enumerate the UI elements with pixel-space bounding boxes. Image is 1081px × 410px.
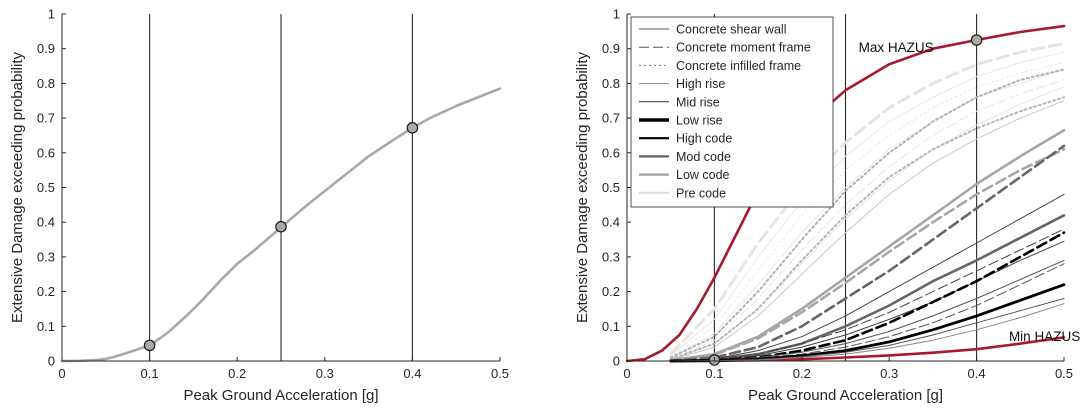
y-tick-label-3: 0.3 [602,249,620,264]
x-tick-label-4: 0.4 [968,366,986,381]
x-tick-label-1: 0.1 [705,366,723,381]
series-line-13 [669,144,1066,363]
x-axis-label: Peak Ground Acceleration [g] [183,387,378,404]
series-line-8 [669,68,1065,359]
legend-label-4: Mid rise [676,95,720,109]
series-line-23 [670,303,1065,362]
legend-label-3: High rise [676,77,725,91]
y-tick-label-3: 0.3 [37,249,55,264]
series-line-4 [670,62,1065,358]
y-tick-label-7: 0.7 [37,111,55,126]
legend-label-1: Concrete moment frame [676,41,811,55]
y-tick-label-7: 0.7 [602,111,620,126]
legend-label-2: Concrete infilled frame [676,59,801,73]
right-chart-panel: 0 0.1 0.2 0.3 0.4 0.5 0 0.1 0.2 0.3 0.4 0.5 0.6 0.7 0.… [574,7,1080,405]
y-tick-label-5: 0.5 [37,180,55,195]
y-axis-label: Extensive Damage exceeding probability [9,52,26,323]
y-tick-label-2: 0.2 [37,284,55,299]
series-line-3 [670,51,1065,357]
x-tick-label-5: 0.5 [491,366,509,381]
series-line-2 [669,42,1066,356]
left-chart-panel: 0 0.1 0.2 0.3 0.4 0.5 0 0.1 0.2 0.3 0.4 0.5 0.6 0.7 0.… [9,7,509,405]
series-line-6 [670,79,1065,360]
series-line-9 [669,96,1065,361]
y-tick-label-1: 0.1 [37,319,55,334]
legend-label-0: Concrete shear wall [676,23,786,37]
data-marker-0 [143,339,156,352]
legend-label-7: Mod code [676,150,731,164]
x-tick-label-3: 0.3 [316,366,334,381]
y-tick-label-10: 1 [48,7,55,22]
legend: Concrete shear wall Concrete moment frame… [630,16,834,208]
series-line-15 [670,193,1065,362]
data-marker-2 [406,122,419,134]
data-marker-1 [970,34,983,46]
x-tick-label-2: 0.2 [228,366,246,381]
x-axis-label: Peak Ground Acceleration [g] [748,387,943,404]
y-tick-label-0: 0 [48,354,55,369]
y-axis-label: Extensive Damage exceeding probability [574,52,591,323]
y-tick-label-6: 0.6 [602,145,620,160]
legend-label-6: High code [676,132,732,146]
series-line-16 [670,228,1065,362]
x-tick-label-2: 0.2 [793,366,811,381]
y-tick-label-2: 0.2 [602,284,620,299]
y-tick-label-8: 0.8 [37,76,55,91]
y-tick-label-4: 0.4 [602,215,620,230]
x-tick-label-0: 0 [623,366,630,381]
y-tick-label-5: 0.5 [602,180,620,195]
x-tick-label-4: 0.4 [403,366,421,381]
series-line-12 [669,148,1066,362]
annotation-0: Max HAZUS [859,40,934,55]
x-tick-label-1: 0.1 [141,366,159,381]
series-line-10 [670,100,1065,361]
data-marker-1 [275,220,287,233]
y-tick-label-0: 0 [613,354,620,369]
y-tick-label-9: 0.9 [37,41,55,56]
y-tick-label-6: 0.6 [37,145,55,160]
annotation-1: Min HAZUS [1009,329,1080,344]
x-tick-label-0: 0 [58,366,65,381]
legend-label-9: Pre code [676,186,726,200]
y-tick-label-8: 0.8 [602,76,620,91]
x-tick-label-3: 0.3 [880,366,898,381]
x-tick-label-5: 0.5 [1055,366,1073,381]
y-tick-label-1: 0.1 [602,319,620,334]
series-line-5 [670,69,1065,359]
legend-label-8: Low code [676,168,730,182]
y-tick-label-9: 0.9 [602,41,620,56]
y-tick-label-4: 0.4 [37,215,55,230]
legend-label-5: Low rise [676,114,723,128]
y-tick-label-10: 1 [613,7,620,22]
